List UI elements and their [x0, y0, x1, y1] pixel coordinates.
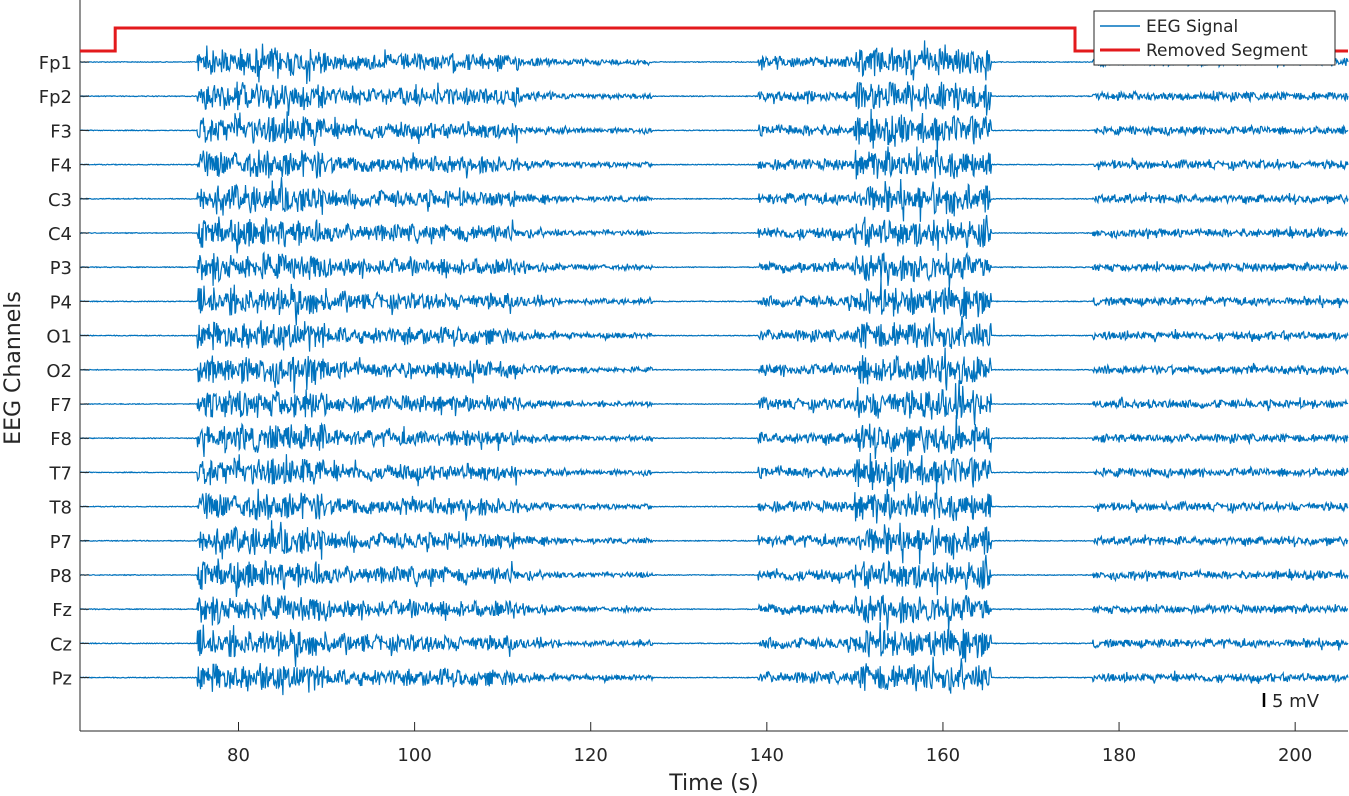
eeg-trace-F8	[79, 415, 1349, 460]
channel-label-Fz: Fz	[52, 600, 72, 621]
eeg-trace-F4	[79, 146, 1349, 180]
channel-label-T7: T7	[49, 463, 72, 484]
channel-label-O2: O2	[46, 361, 72, 382]
channel-label-P7: P7	[50, 532, 72, 553]
x-tick-label-140: 140	[750, 745, 784, 766]
y-axis-label: EEG Channels	[1, 291, 26, 445]
eeg-trace-Fp2	[79, 81, 1349, 116]
x-tick-label-100: 100	[397, 745, 431, 766]
scale-bar-label: 5 mV	[1272, 691, 1320, 712]
channel-label-P4: P4	[50, 292, 72, 313]
channel-label-P3: P3	[50, 258, 72, 279]
x-tick-label-80: 80	[227, 745, 250, 766]
eeg-trace-T7	[80, 452, 1349, 494]
eeg-trace-Fz	[79, 593, 1349, 631]
eeg-trace-Cz	[79, 622, 1349, 667]
x-tick-label-160: 160	[926, 745, 960, 766]
x-axis-ticks: 80 100 120 140 160 180 200	[227, 722, 1312, 766]
eeg-trace-O1	[79, 315, 1349, 352]
legend-label-removed: Removed Segment	[1146, 41, 1308, 61]
channel-label-Pz: Pz	[52, 669, 72, 690]
eeg-trace-P7	[79, 520, 1349, 565]
channel-label-Fp1: Fp1	[39, 53, 72, 74]
eeg-trace-C3	[79, 177, 1349, 222]
scale-bar: 5 mV	[1262, 691, 1320, 712]
channel-label-Cz: Cz	[50, 634, 72, 655]
eeg-trace-P4	[79, 279, 1349, 326]
channel-label-C3: C3	[48, 190, 72, 211]
eeg-trace-C4	[79, 214, 1349, 254]
channel-label-F4: F4	[50, 156, 72, 177]
channel-label-F3: F3	[50, 121, 72, 142]
channel-label-Fp2: Fp2	[39, 87, 72, 108]
eeg-trace-P3	[80, 251, 1349, 289]
eeg-traces	[79, 40, 1349, 696]
channel-labels: Fp1 Fp2 F3 F4 C3 C4 P3 P4 O1 O2 F7 F8 T7 T8 P7 P8 Fz Cz Pz	[39, 53, 89, 690]
eeg-trace-Pz	[79, 656, 1349, 696]
channel-label-F7: F7	[50, 395, 72, 416]
legend-label-eeg: EEG Signal	[1146, 17, 1238, 37]
x-tick-label-120: 120	[574, 745, 608, 766]
eeg-trace-F7	[79, 380, 1349, 425]
channel-label-F8: F8	[50, 429, 72, 450]
channel-label-O1: O1	[46, 327, 72, 348]
legend: EEG Signal Removed Segment	[1093, 10, 1336, 66]
eeg-trace-O2	[79, 347, 1349, 394]
legend-box	[1093, 10, 1336, 66]
eeg-trace-P8	[79, 554, 1349, 597]
x-tick-label-180: 180	[1102, 745, 1136, 766]
channel-label-C4: C4	[48, 224, 72, 245]
x-tick-label-200: 200	[1278, 745, 1312, 766]
axes-frame	[79, 0, 1348, 732]
eeg-trace-F3	[80, 108, 1349, 153]
channel-label-P8: P8	[50, 566, 72, 587]
x-axis-label: Time (s)	[668, 771, 758, 796]
eeg-trace-T8	[80, 488, 1349, 524]
channel-label-T8: T8	[49, 498, 72, 519]
